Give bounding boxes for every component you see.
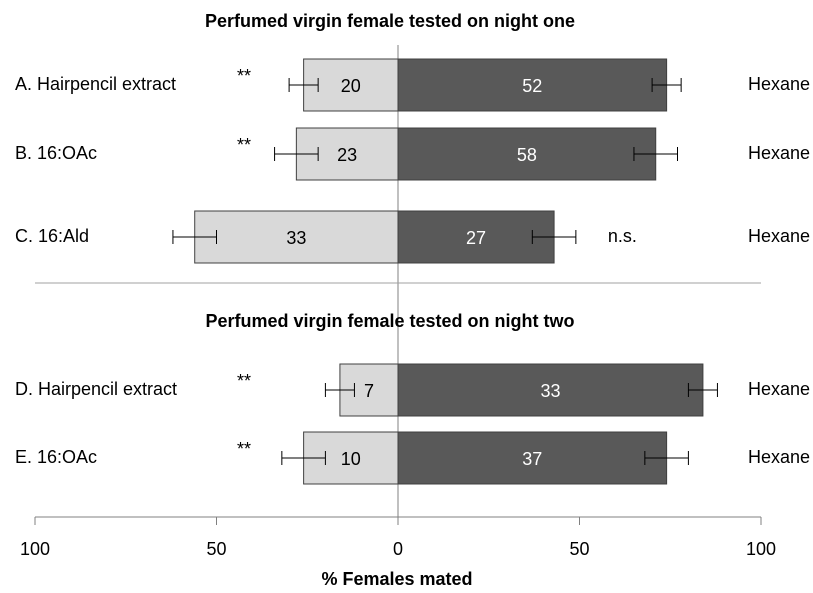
category-label: A. Hairpencil extract [15,74,176,94]
x-tick-label: 0 [393,539,403,559]
panel-title: Perfumed virgin female tested on night o… [205,11,575,31]
significance: ** [237,371,251,391]
significance: ** [237,439,251,459]
count-label: 52 [522,76,542,96]
count-label: 10 [341,449,361,469]
panel-title: Perfumed virgin female tested on night t… [205,311,574,331]
right-label: Hexane [748,226,810,246]
count-label: 33 [286,228,306,248]
count-label: 20 [341,76,361,96]
count-label: 23 [337,145,357,165]
significance: ** [237,66,251,86]
count-label: 7 [364,381,374,401]
category-label: C. 16:Ald [15,226,89,246]
count-label: 27 [466,228,486,248]
right-label: Hexane [748,379,810,399]
significance: n.s. [608,226,637,246]
significance: ** [237,135,251,155]
x-tick-label: 100 [746,539,776,559]
x-tick-label: 50 [569,539,589,559]
x-tick-label: 50 [206,539,226,559]
category-label: E. 16:OAc [15,447,97,467]
bar [397,210,555,264]
bar [397,363,704,417]
right-label: Hexane [748,74,810,94]
x-tick-label: 100 [20,539,50,559]
category-label: B. 16:OAc [15,143,97,163]
x-axis-label: % Females mated [321,569,472,589]
bar [397,58,668,112]
right-label: Hexane [748,447,810,467]
count-label: 58 [517,145,537,165]
right-label: Hexane [748,143,810,163]
bar [397,431,668,485]
count-label: 33 [540,381,560,401]
count-label: 37 [522,449,542,469]
category-label: D. Hairpencil extract [15,379,177,399]
